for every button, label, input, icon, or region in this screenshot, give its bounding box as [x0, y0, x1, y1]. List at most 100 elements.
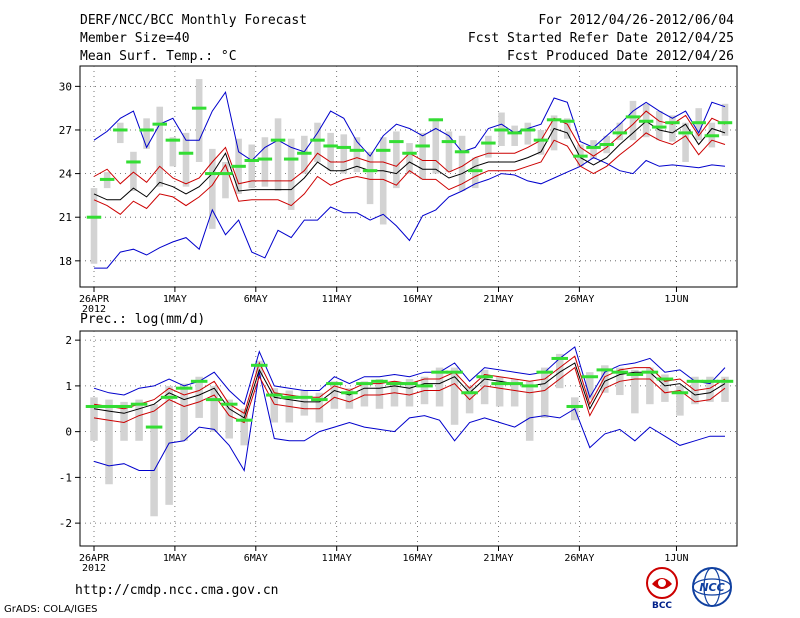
temp-spread-box — [327, 132, 334, 171]
temp-spread-box — [379, 137, 387, 225]
footer-url[interactable]: http://cmdp.ncc.cma.gov.cn — [75, 583, 279, 598]
temp-median-marker — [454, 150, 470, 154]
temp-median-marker — [218, 172, 233, 176]
grads-credit: GrADS: COLA/IGES — [4, 604, 98, 615]
prec-median-marker — [506, 382, 523, 386]
prec-spread-box — [540, 367, 549, 418]
temp-ytick-label: 30 — [59, 80, 72, 93]
prec-median-marker — [85, 404, 103, 408]
temp-median-marker — [297, 151, 312, 155]
temp-spread-box — [248, 144, 256, 189]
temp-median-marker — [270, 138, 286, 142]
temp-median-marker — [113, 128, 128, 132]
prec-spread-box — [435, 367, 444, 407]
temp-spread-box — [261, 137, 269, 187]
temp-xtick-year-label: 2012 — [82, 304, 106, 315]
temp-median-marker — [533, 138, 549, 142]
temp-median-marker — [625, 115, 641, 119]
prec-mean-line — [93, 362, 726, 419]
prec-median-marker — [686, 379, 704, 383]
temp-median-marker — [546, 118, 562, 122]
prec-spread-box — [300, 390, 309, 416]
prec-median-marker — [235, 418, 253, 422]
temp-median-marker — [704, 134, 720, 138]
prec-spread-box — [586, 372, 594, 400]
temp-median-marker — [362, 169, 378, 173]
temp-median-marker — [165, 138, 181, 142]
bcc-logo-text: BCC — [652, 601, 672, 610]
temp-median-marker — [665, 121, 680, 125]
temp-spread-box — [222, 161, 229, 199]
temp-spread-box — [471, 157, 479, 189]
prec-median-marker — [581, 375, 599, 379]
prec-median-marker — [220, 402, 238, 406]
prec-median-marker — [250, 363, 268, 367]
prec-xtick-label: 16MAY — [403, 553, 433, 564]
temp-xtick-label: 26APR — [79, 294, 110, 305]
prec-median-marker — [476, 375, 493, 379]
prec-median-marker — [611, 370, 629, 374]
temp-xtick-label: 16MAY — [403, 294, 433, 305]
prec-spread-box — [375, 379, 384, 409]
temp-plot-frame — [79, 65, 738, 288]
temp-spread-box — [195, 79, 203, 162]
prec-median-marker — [431, 370, 448, 374]
prec-ytick-label: 1 — [65, 380, 72, 393]
temp-spread-box — [721, 103, 729, 136]
temp-spread-box — [406, 143, 413, 174]
prec-plot-frame — [79, 330, 738, 547]
prec-median-marker — [356, 382, 373, 386]
prec-ytick-label: -2 — [59, 517, 72, 530]
prec-spread-box — [270, 388, 279, 423]
prec-median-marker — [641, 370, 659, 374]
temp-spread-box — [274, 118, 282, 192]
chart-title: DERF/NCC/BCC Monthly Forecast — [80, 13, 307, 28]
temp-spread-box — [156, 106, 164, 187]
prec-xtick-label: 26MAY — [564, 553, 594, 564]
temp-spread-box — [485, 135, 492, 158]
temp-spread-box — [209, 148, 216, 229]
temp-ytick-label: 18 — [59, 255, 72, 268]
temp-median-marker — [375, 148, 391, 152]
prec-median-marker — [311, 398, 328, 402]
prec-median-marker — [551, 356, 569, 360]
prec-median-marker — [716, 379, 734, 383]
prec-median-marker — [626, 372, 644, 376]
prec-xtick-label: 21MAY — [483, 553, 513, 564]
prec-spread-box — [315, 392, 324, 423]
prec-xtick-label: 6MAY — [244, 553, 268, 564]
prec-median-marker — [115, 404, 133, 408]
prec-median-marker — [596, 368, 614, 372]
prec-spread-box — [195, 376, 203, 418]
temp-median-marker — [428, 118, 444, 122]
prec-xtick-label: 26APR — [79, 553, 110, 564]
prec-median-marker — [145, 425, 163, 429]
temp-xtick-label: 26MAY — [564, 294, 594, 305]
prec-spread-box — [676, 385, 684, 416]
temp-median-marker — [191, 106, 207, 110]
temp-spread-box — [537, 129, 545, 155]
temp-median-marker — [467, 169, 483, 173]
temp-spread-box — [169, 137, 177, 167]
prec-spread-box — [480, 369, 489, 405]
temp-median-marker — [336, 145, 352, 149]
prec-ytick-label: -1 — [59, 471, 72, 484]
temp-spread-box — [590, 140, 597, 160]
temp-xtick-label: 1JUN — [664, 294, 688, 305]
temp-median-marker — [678, 131, 693, 135]
prec-ytick-label: 0 — [65, 426, 72, 439]
temp-median-marker — [283, 157, 299, 161]
prec-spread-box — [390, 381, 399, 407]
temp-median-marker — [586, 145, 601, 149]
prec-median-marker — [671, 391, 689, 395]
prec-median-marker — [341, 391, 358, 395]
temp-median-marker — [205, 172, 220, 176]
prec-spread-box — [360, 381, 369, 407]
start-date-label: Fcst Started Refer Date 2012/04/25 — [467, 31, 734, 46]
temp-median-marker — [612, 131, 628, 135]
prec-spread-box — [240, 408, 248, 446]
temp-median-marker — [481, 141, 496, 145]
temp-median-marker — [349, 148, 365, 152]
prec-panel-title: Prec.: log(mm/d) — [80, 312, 205, 327]
